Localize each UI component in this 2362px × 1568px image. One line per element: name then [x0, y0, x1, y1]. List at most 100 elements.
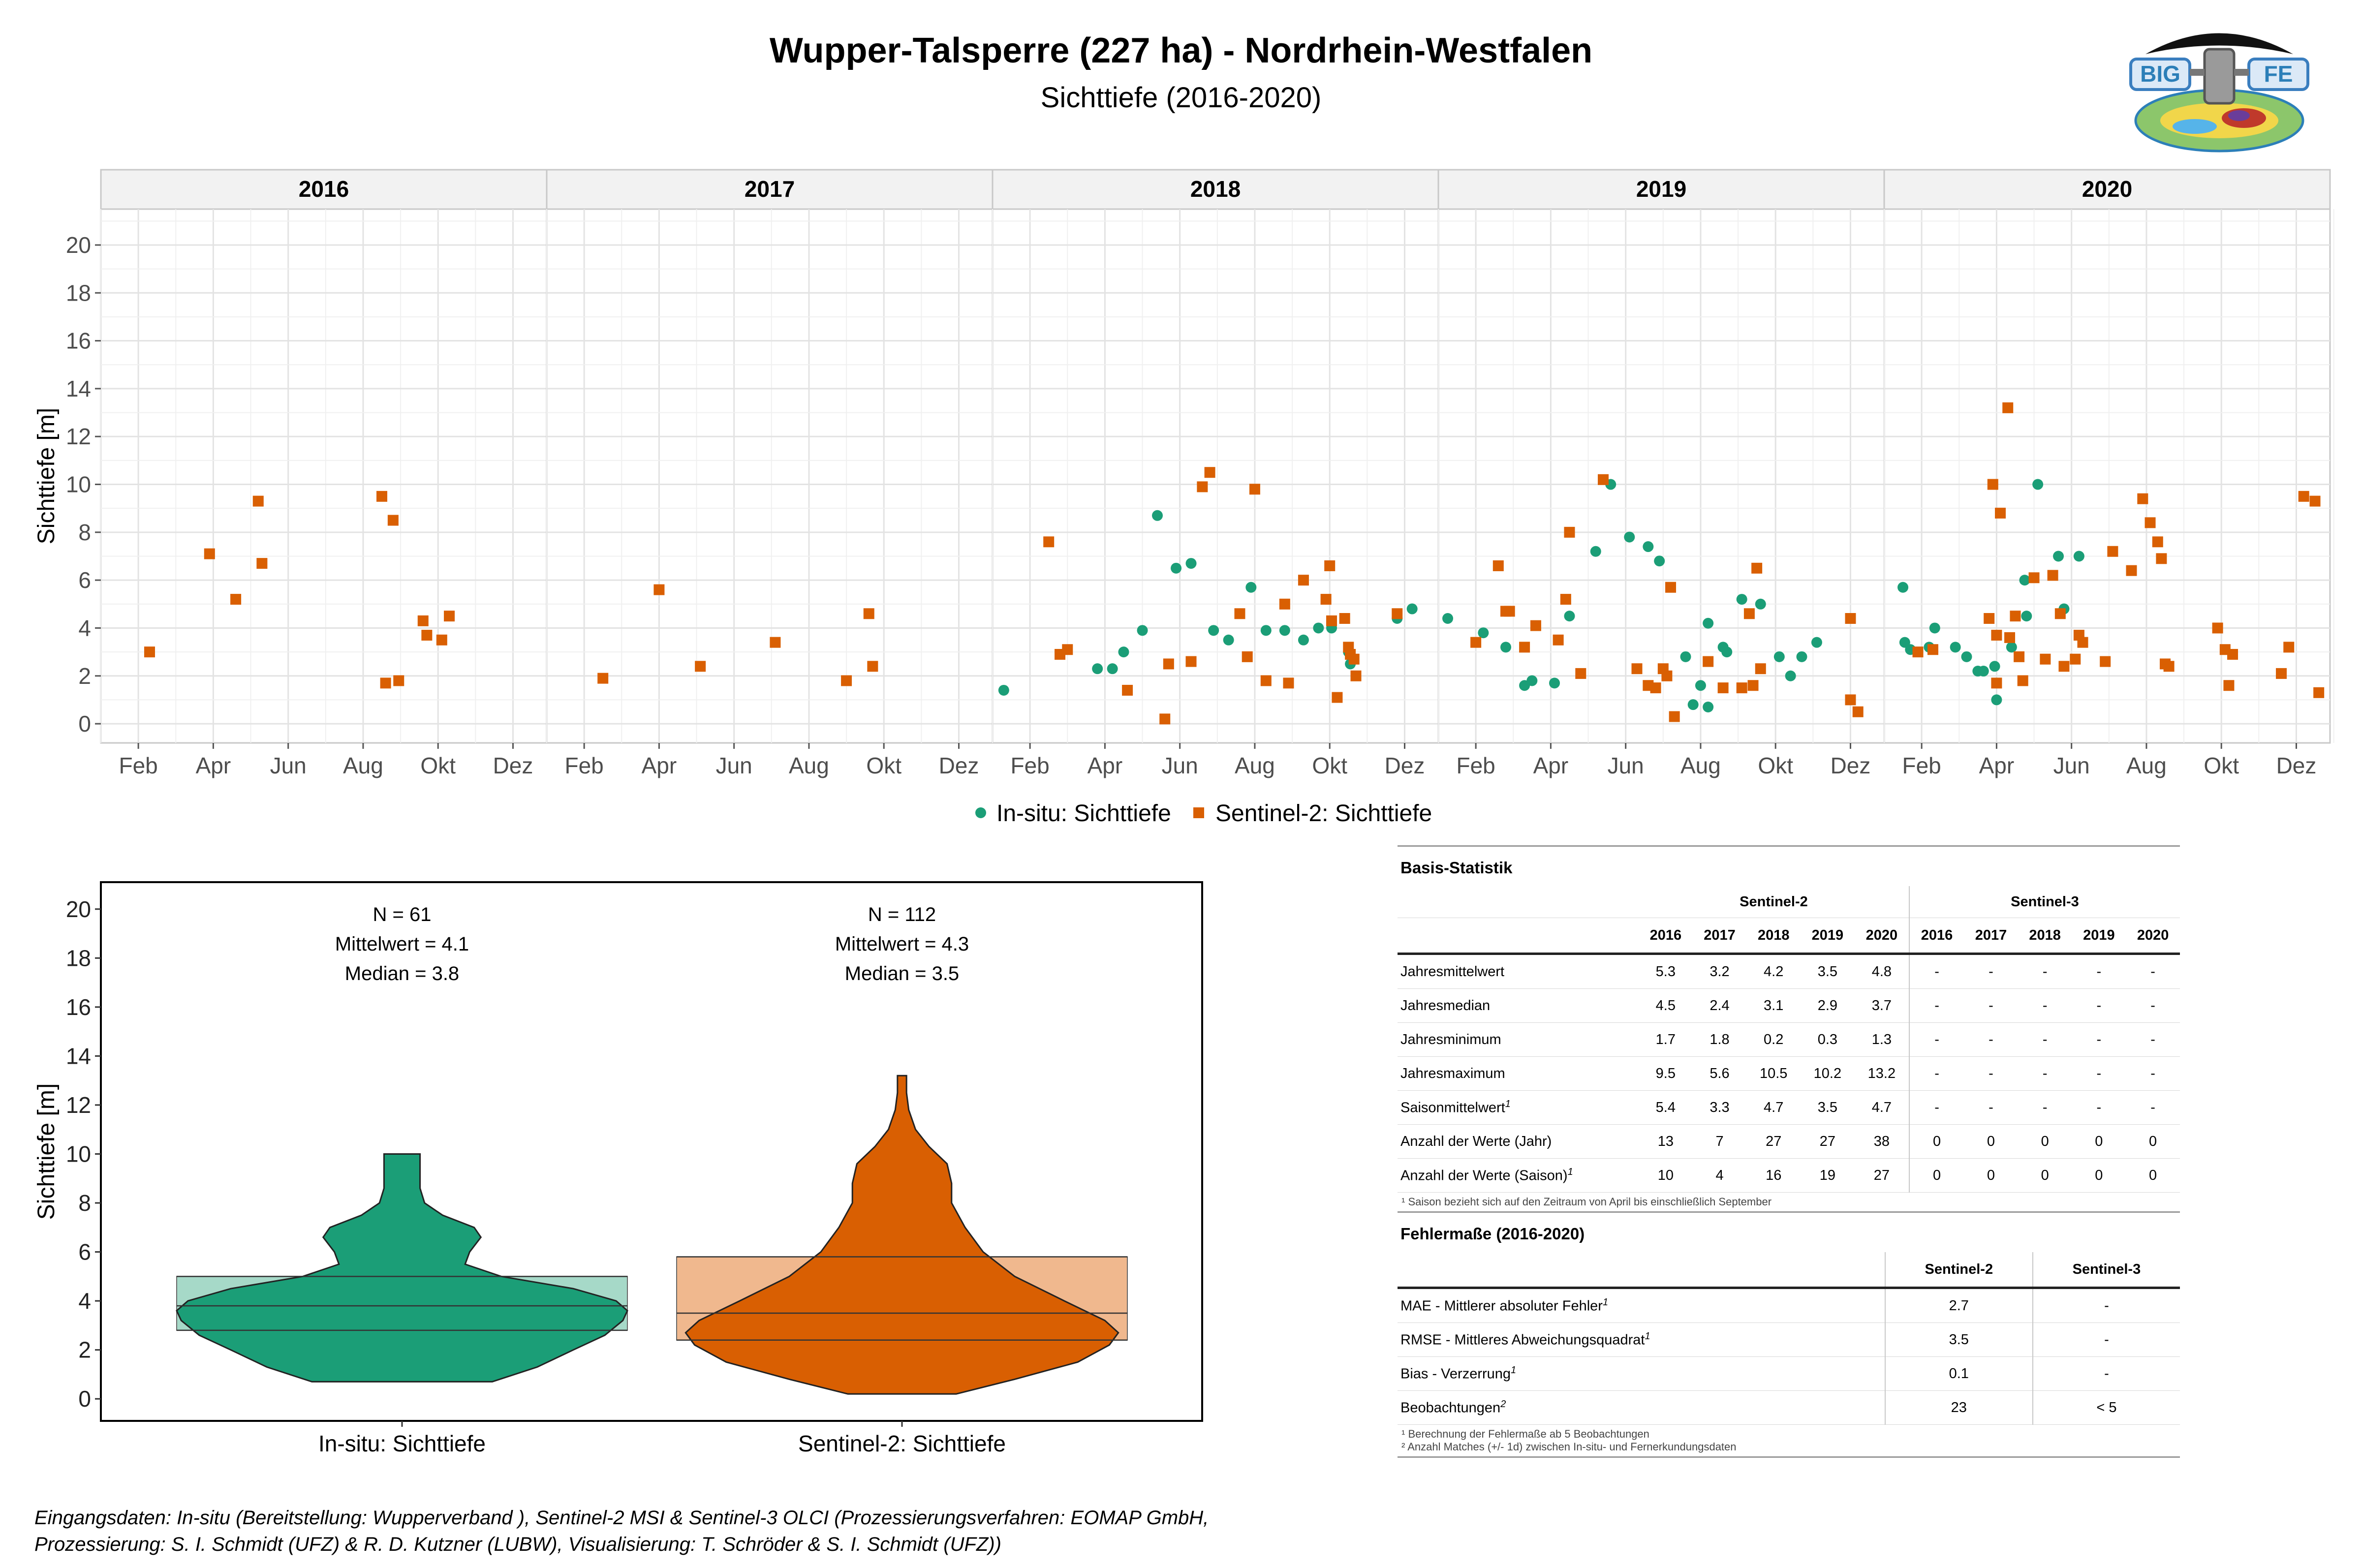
insitu-point — [1107, 663, 1118, 675]
insitu-point — [1950, 642, 1961, 653]
table-cell: - — [2032, 1356, 2180, 1391]
table-cell: - — [1964, 1056, 2018, 1091]
violin-y-tick-label: 4 — [78, 1288, 91, 1314]
sentinel2-point — [1755, 663, 1766, 675]
violin-stats-label: N = 112 — [868, 904, 936, 925]
insitu-point — [1785, 670, 1796, 681]
violin-x-tick-label: Sentinel-2: Sichttiefe — [798, 1431, 1006, 1456]
table-row: Bias - Verzerrung1 0.1- — [1398, 1356, 2180, 1391]
insitu-point — [1260, 625, 1272, 636]
year-header: 2018 — [1746, 918, 1801, 955]
sentinel2-point — [770, 637, 781, 648]
footnote-marker: 1 — [1645, 1331, 1650, 1342]
sentinel2-point — [2152, 536, 2163, 548]
violin-y-tick-label: 20 — [66, 896, 91, 922]
x-tick-label: Okt — [1758, 753, 1793, 778]
x-tick-label: Aug — [2126, 753, 2167, 778]
sentinel2-point — [2040, 653, 2051, 665]
sentinel2-point — [2017, 675, 2028, 686]
table-cell: - — [1908, 953, 1964, 989]
facet-panel-2017 — [546, 208, 994, 744]
sentinel2-point — [1470, 637, 1482, 648]
table-cell: - — [2126, 1090, 2180, 1125]
table-cell: 4.5 — [1639, 988, 1693, 1023]
sentinel2-point — [841, 675, 852, 686]
table-cell: - — [2018, 953, 2072, 989]
y-tick-label: 0 — [78, 711, 91, 737]
y-tick-label: 10 — [66, 472, 91, 497]
insitu-point — [2032, 479, 2044, 490]
table-cell: 0 — [1964, 1124, 2018, 1159]
insitu-point — [1549, 677, 1560, 689]
insitu-point — [1185, 558, 1197, 569]
sentinel2-point — [1197, 481, 1208, 492]
table-cell: 1.3 — [1854, 1022, 1909, 1057]
insitu-point — [1755, 598, 1766, 610]
x-tick-label: Okt — [1312, 753, 1347, 778]
row-label: Anzahl der Werte (Saison)1 — [1398, 1158, 1639, 1193]
sentinel2-point — [1991, 630, 2002, 641]
table-cell: 13.2 — [1854, 1056, 1909, 1091]
footnote-marker: 2 — [1500, 1399, 1506, 1410]
sentinel2-point — [1703, 656, 1714, 667]
y-tick-label: 2 — [78, 663, 91, 689]
year-header: 2018 — [2018, 918, 2072, 955]
year-header: 2017 — [1964, 918, 2018, 955]
table-cell: 0 — [1908, 1158, 1964, 1193]
sentinel2-point — [1348, 653, 1360, 665]
insitu-point — [1223, 634, 1234, 646]
violin-y-tick-label: 2 — [78, 1337, 91, 1363]
sentinel2-point — [417, 615, 429, 626]
sentinel2-point — [444, 611, 455, 622]
x-tick-label: Aug — [1235, 753, 1275, 778]
x-tick-label: Dez — [2276, 753, 2317, 778]
x-tick-label: Apr — [1979, 753, 2015, 778]
sentinel2-point — [1043, 536, 1055, 548]
insitu-point — [1961, 651, 1972, 662]
insitu-point — [1118, 646, 1129, 658]
table-cell: - — [2018, 1090, 2072, 1125]
sentinel2-point — [204, 548, 215, 559]
year-header: 2020 — [1854, 918, 1909, 955]
sentinel2-point — [2004, 632, 2016, 643]
row-label: MAE - Mittlerer absoluter Fehler1 — [1398, 1288, 1885, 1323]
y-tick-label: 14 — [66, 376, 91, 401]
facet-panel-2020 — [1883, 208, 2331, 744]
violin-stats-label: Median = 3.8 — [345, 963, 459, 984]
logo-text-right: FE — [2264, 61, 2293, 87]
insitu-point — [998, 684, 1009, 696]
facet-label-2017: 2017 — [745, 176, 795, 202]
sentinel2-point — [1392, 608, 1403, 619]
sentinel2-point — [2014, 651, 2025, 662]
table-cell: 3.5 — [1884, 1322, 2033, 1357]
table-cell: 27 — [1746, 1124, 1801, 1159]
fehler-footnote-line: ¹ Berechnung der Fehlermaße ab 5 Beobach… — [1401, 1428, 1649, 1440]
sentinel2-point — [1234, 608, 1245, 619]
facet-panel-2016 — [100, 208, 548, 744]
row-label: Jahresminimum — [1398, 1022, 1639, 1057]
insitu-point — [1703, 702, 1714, 713]
x-tick-label: Aug — [789, 753, 829, 778]
table-cell: 3.1 — [1746, 988, 1801, 1023]
sentinel2-point — [1298, 575, 1309, 586]
table-cell: 5.3 — [1639, 953, 1693, 989]
column-header: Sentinel-3 — [2032, 1252, 2180, 1289]
table-cell: - — [1964, 1090, 2018, 1125]
table-cell: 16 — [1746, 1158, 1801, 1193]
sentinel2-point — [1991, 677, 2002, 689]
y-tick-label: 16 — [66, 328, 91, 354]
sentinel2-point — [1326, 615, 1337, 626]
sentinel2-point — [1845, 613, 1856, 624]
sentinel2-point — [144, 646, 155, 658]
insitu-point — [1500, 642, 1512, 653]
insitu-point — [1151, 510, 1163, 521]
y-axis-label: Sichttiefe [m] — [33, 408, 60, 544]
violin-stats-label: N = 61 — [373, 904, 432, 925]
sentinel2-point — [1665, 582, 1677, 593]
violin-y-tick-label: 12 — [66, 1092, 91, 1118]
year-header: 2020 — [2126, 918, 2180, 955]
sentinel2-point — [1553, 634, 1564, 646]
table-cell: 0.3 — [1801, 1022, 1855, 1057]
table-cell: 1.8 — [1692, 1022, 1747, 1057]
table-cell: - — [2126, 988, 2180, 1023]
